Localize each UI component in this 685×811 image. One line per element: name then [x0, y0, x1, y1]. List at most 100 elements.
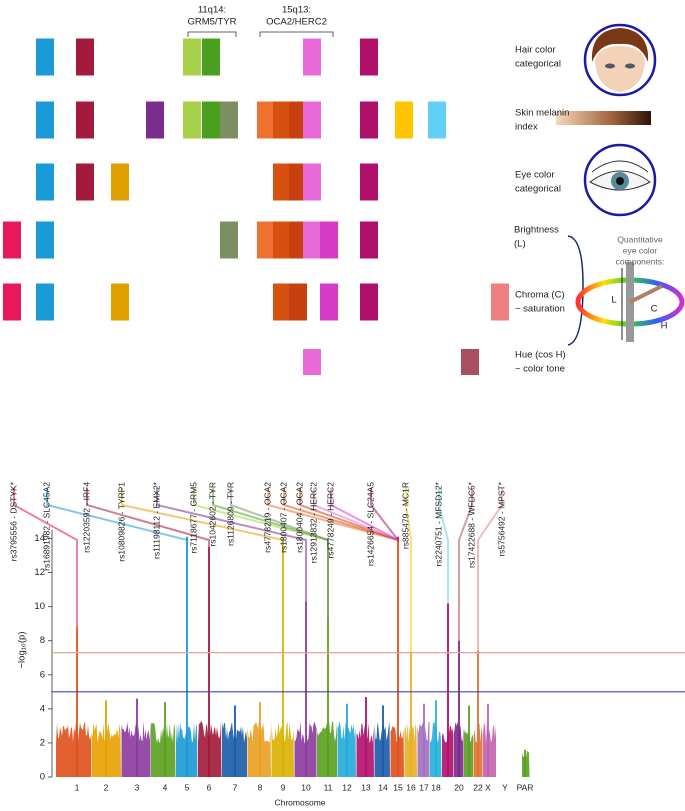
x-tick-label: 9 — [281, 782, 286, 792]
locus-label: rs2240751 - MFSD12* — [433, 481, 443, 566]
locus-cell — [220, 101, 238, 139]
x-tick-label: 4 — [163, 782, 168, 792]
peak — [397, 536, 399, 777]
locus-label: rs5756492 - MPST* — [496, 481, 506, 556]
locus-cell — [289, 101, 307, 139]
locus-cell — [320, 221, 338, 259]
peak — [186, 536, 188, 777]
locus-label: rs3795556 - DSTYK* — [8, 481, 18, 561]
trait-bracket — [567, 235, 584, 346]
locus-cell — [273, 101, 291, 139]
component-axis: C — [651, 304, 658, 315]
peak — [136, 698, 138, 777]
locus-connector — [438, 488, 449, 604]
y-tick-label: 2 — [40, 737, 45, 748]
peak — [105, 700, 107, 777]
locus-cell — [3, 283, 21, 321]
x-tick-label: 22 — [473, 782, 483, 792]
locus-label: rs10809826 - TYRP1 — [116, 482, 126, 562]
locus-cell — [461, 349, 479, 375]
x-tick-label: 17 — [419, 782, 429, 792]
x-tick-label: 15 — [393, 782, 403, 792]
locus-cell — [36, 221, 54, 259]
locus-connector — [13, 488, 78, 628]
locus-label: rs1800404 - OCA2 — [294, 482, 304, 553]
eye-icon — [583, 143, 657, 217]
locus-cell — [257, 101, 275, 139]
locus-cell — [289, 221, 307, 259]
components-label: eye color — [623, 245, 658, 255]
peak — [487, 703, 489, 777]
locus-cell — [220, 221, 238, 259]
x-tick-label: 13 — [361, 782, 371, 792]
x-tick-label: 7 — [233, 782, 238, 792]
locus-cell — [360, 38, 378, 76]
locus-cell — [36, 283, 54, 321]
peak — [458, 640, 460, 777]
peak — [435, 700, 437, 777]
locus-cell — [183, 38, 201, 76]
x-tick-label: 8 — [258, 782, 263, 792]
component-axis: L — [611, 295, 616, 306]
locus-connector — [370, 488, 399, 543]
component-axis: H — [661, 321, 668, 332]
locus-cell — [320, 283, 338, 321]
x-tick-label: X — [485, 782, 491, 792]
region-label: 15q13: — [282, 5, 311, 16]
trait-label: ~ saturation — [515, 304, 565, 315]
region-bracket — [259, 31, 334, 37]
locus-label: rs16891982 - SLC45A2 — [41, 482, 51, 571]
trait-label: ~ color tone — [515, 364, 565, 375]
locus-cell — [428, 101, 446, 139]
x-tick-label: 14 — [378, 782, 388, 792]
locus-cell — [36, 101, 54, 139]
locus-cell — [303, 163, 321, 201]
peak — [305, 601, 307, 777]
peak — [423, 703, 425, 777]
trait-label: Eye color — [515, 170, 555, 181]
peak — [346, 703, 348, 777]
x-tick-label: 1 — [75, 782, 80, 792]
peak — [208, 547, 210, 777]
locus-connector — [477, 488, 503, 651]
x-tick-label: 6 — [207, 782, 212, 792]
snp-cloud — [151, 722, 176, 777]
locus-cell — [303, 38, 321, 76]
trait-label: Hue (cos H) — [515, 350, 566, 361]
locus-cell — [111, 283, 129, 321]
locus-cell — [183, 101, 201, 139]
locus-cell — [395, 101, 413, 139]
locus-connector — [46, 488, 188, 542]
x-axis-label: Chromosome — [274, 797, 325, 807]
x-tick-label: 20 — [454, 782, 464, 792]
locus-cell — [360, 283, 378, 321]
peak — [259, 702, 261, 777]
locus-cell — [303, 349, 321, 375]
hair-icon — [583, 23, 657, 97]
peak — [382, 705, 384, 777]
x-tick-label: 3 — [135, 782, 140, 792]
snp-cloud — [483, 720, 496, 777]
locus-label: rs12913832 - HERC2 — [308, 482, 318, 564]
locus-cell — [202, 101, 220, 139]
locus-cell — [273, 283, 291, 321]
x-tick-label: 10 — [301, 782, 311, 792]
locus-cell — [36, 38, 54, 76]
peak — [76, 627, 78, 777]
locus-cell — [289, 283, 307, 321]
components-label: Quantitative — [617, 234, 663, 244]
locus-cell — [360, 101, 378, 139]
locus-cell — [360, 221, 378, 259]
trait-label: Chroma (C) — [515, 290, 565, 301]
x-tick-label: 16 — [406, 782, 416, 792]
trait-label: categorical — [515, 184, 561, 195]
peak — [468, 705, 470, 777]
locus-cell — [273, 221, 291, 259]
region-label: 11q14: — [198, 5, 226, 16]
trait-label: (L) — [514, 239, 526, 250]
peak — [164, 702, 166, 777]
locus-label: rs4778219 - OCA2 — [262, 482, 272, 553]
peak — [447, 603, 449, 777]
trait-label: Hair color — [515, 45, 556, 56]
